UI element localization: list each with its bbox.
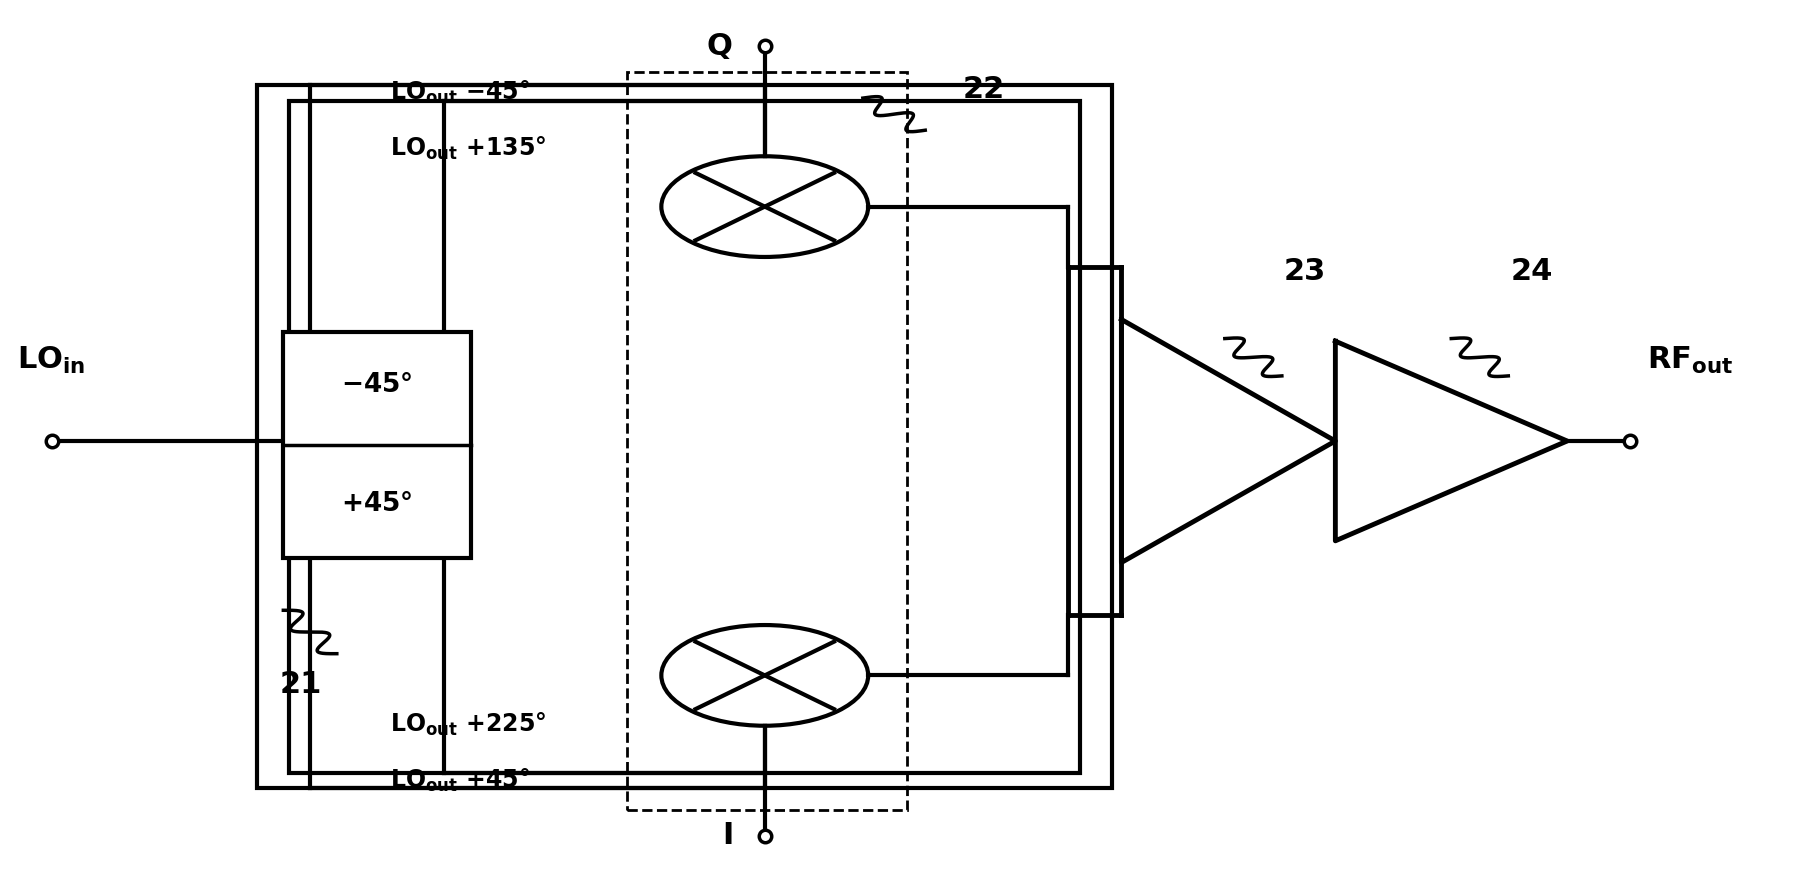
Text: $\mathbf{+45°}$: $\mathbf{+45°}$ — [341, 491, 413, 518]
Bar — [289, 101, 1080, 773]
Text: $\mathbf{LO_{out}}$ $\mathbf{+45°}$: $\mathbf{LO_{out}}$ $\mathbf{+45°}$ — [390, 766, 530, 794]
Text: $\mathbf{-45°}$: $\mathbf{-45°}$ — [341, 371, 413, 398]
Text: $\mathbf{LO_{out}}$ $\mathbf{+135°}$: $\mathbf{LO_{out}}$ $\mathbf{+135°}$ — [390, 135, 546, 162]
Text: 21: 21 — [280, 669, 322, 699]
Text: $\mathbf{Q}$: $\mathbf{Q}$ — [706, 31, 733, 61]
Text: 23: 23 — [1283, 258, 1326, 287]
Bar — [257, 85, 1112, 789]
Text: 24: 24 — [1509, 258, 1553, 287]
Text: $\mathbf{RF_{out}}$: $\mathbf{RF_{out}}$ — [1648, 345, 1734, 376]
Text: $\mathbf{LO_{in}}$: $\mathbf{LO_{in}}$ — [18, 345, 86, 376]
Bar — [627, 72, 907, 810]
Text: 22: 22 — [963, 75, 1005, 104]
Bar — [284, 333, 471, 558]
Text: $\mathbf{LO_{out}}$ $\mathbf{+225°}$: $\mathbf{LO_{out}}$ $\mathbf{+225°}$ — [390, 711, 546, 738]
Text: $\mathbf{I}$: $\mathbf{I}$ — [722, 821, 733, 850]
Text: $\mathbf{LO_{out}}$ $\mathbf{-45°}$: $\mathbf{LO_{out}}$ $\mathbf{-45°}$ — [390, 79, 530, 107]
